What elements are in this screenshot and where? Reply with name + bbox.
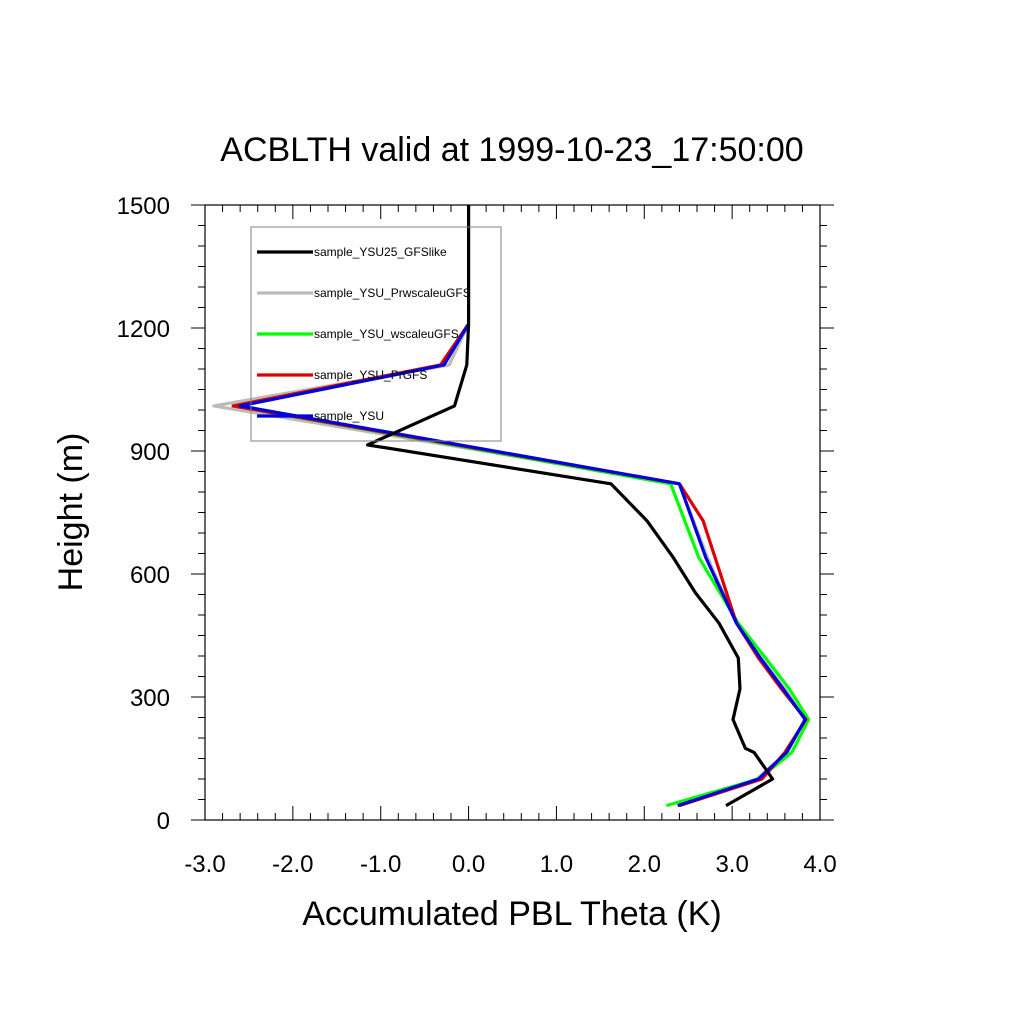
y-tick-label: 900 xyxy=(130,439,170,466)
x-tick-label: -3.0 xyxy=(184,851,225,878)
x-tick-label: -1.0 xyxy=(360,851,401,878)
plot-frame xyxy=(204,204,821,821)
series-line xyxy=(365,205,775,807)
legend: sample_YSU25_GFSlike sample_YSU_Prwscaleu… xyxy=(250,226,502,442)
y-tick-label: 0 xyxy=(157,808,170,835)
legend-label: sample_YSU xyxy=(314,409,384,423)
y-tick-label: 600 xyxy=(130,562,170,589)
axis-ticks: -3.0 -2.0 -1.0 0.0 1.0 2.0 3.0 4.0 0 300 600 900 120… xyxy=(117,193,837,878)
y-tick-label: 1200 xyxy=(117,316,170,343)
legend-label: sample_YSU_PrwscaleuGFS xyxy=(314,286,471,300)
x-tick-label: 1.0 xyxy=(540,851,573,878)
chart-title: ACBLTH valid at 1999-10-23_17:50:00 xyxy=(220,131,803,169)
legend-box xyxy=(250,226,502,442)
legend-label: sample_YSU_PrGFS xyxy=(314,368,427,382)
series-line xyxy=(231,322,808,808)
legend-label: sample_YSU25_GFSlike xyxy=(314,245,447,259)
y-tick-label: 1500 xyxy=(117,193,170,220)
plot-border xyxy=(204,204,821,821)
x-tick-label: 0.0 xyxy=(452,851,485,878)
series-line xyxy=(231,323,811,808)
y-axis-label: Height (m) xyxy=(52,433,90,592)
series-line xyxy=(238,323,807,808)
y-tick-label: 300 xyxy=(130,685,170,712)
legend-label: sample_YSU_wscaleuGFS xyxy=(314,327,459,341)
series-lines xyxy=(212,205,811,808)
x-tick-label: 2.0 xyxy=(628,851,661,878)
x-tick-label: 3.0 xyxy=(715,851,748,878)
x-axis-label: Accumulated PBL Theta (K) xyxy=(302,895,722,933)
x-tick-label: -2.0 xyxy=(272,851,313,878)
x-tick-label: 4.0 xyxy=(803,851,836,878)
